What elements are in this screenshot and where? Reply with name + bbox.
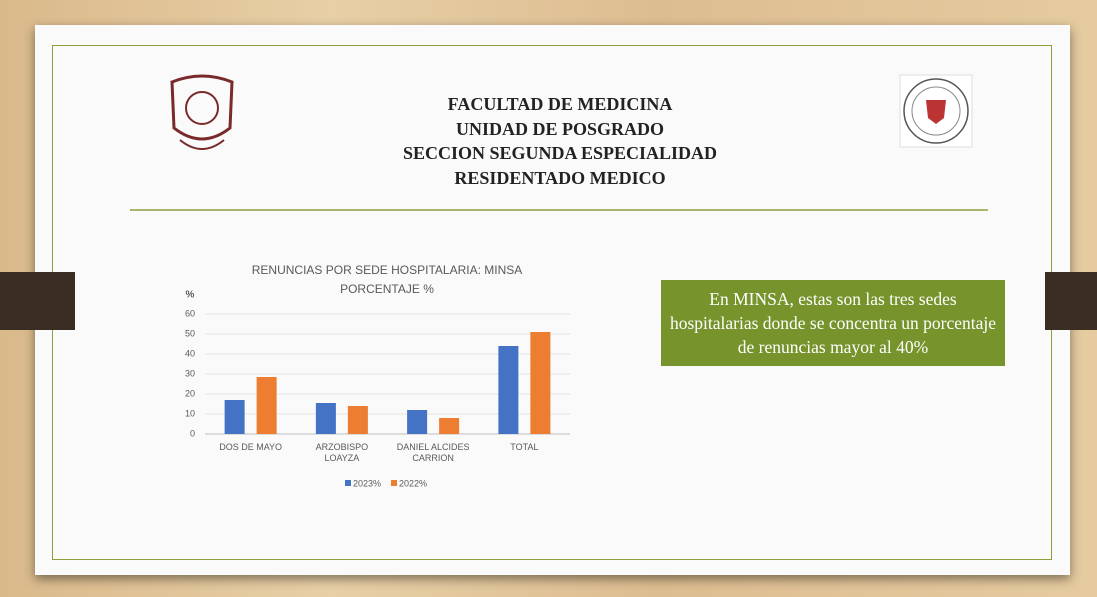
right-logo bbox=[899, 74, 973, 148]
side-tab bbox=[0, 272, 75, 330]
header-line: SECCION SEGUNDA ESPECIALIDAD bbox=[402, 143, 718, 163]
bar bbox=[224, 400, 245, 434]
y-tick-label: 40 bbox=[185, 348, 195, 358]
x-tick-label: DOS DE MAYO bbox=[219, 442, 283, 452]
bar bbox=[439, 418, 460, 434]
x-tick-label: TOTAL bbox=[510, 442, 539, 452]
y-tick-label: 30 bbox=[185, 368, 195, 378]
legend-label: 2023% bbox=[353, 478, 381, 488]
bar bbox=[256, 377, 277, 434]
bar bbox=[498, 346, 519, 434]
y-axis-label: % bbox=[186, 290, 195, 301]
chart-subtitle: PORCENTAJE % bbox=[340, 282, 434, 296]
y-tick-label: 0 bbox=[190, 428, 195, 438]
chart-title: RENUNCIAS POR SEDE HOSPITALARIA: MINSA bbox=[252, 263, 523, 277]
callout: En MINSA, estas son las tres sedes hospi… bbox=[661, 280, 1005, 366]
legend-label: 2022% bbox=[399, 478, 427, 488]
bar bbox=[530, 332, 551, 434]
callout-text: En MINSA, estas son las tres sedes hospi… bbox=[669, 289, 997, 357]
x-tick-label: ARZOBISPO LOAYZA bbox=[315, 442, 369, 463]
header-line: RESIDENTADO MEDICO bbox=[454, 167, 666, 188]
side-tab bbox=[1045, 272, 1097, 330]
y-tick-label: 20 bbox=[185, 388, 195, 398]
y-tick-label: 60 bbox=[185, 308, 195, 318]
y-tick-label: 50 bbox=[185, 328, 195, 338]
header-line: UNIDAD DE POSGRADO bbox=[455, 118, 664, 139]
header-line: FACULTAD DE MEDICINA bbox=[447, 94, 673, 114]
header: FACULTAD DE MEDICINA UNIDAD DE POSGRADO … bbox=[340, 92, 780, 190]
bar bbox=[315, 403, 336, 434]
x-tick-label: DANIEL ALCIDES CARRION bbox=[396, 442, 470, 463]
legend-swatch bbox=[391, 480, 397, 486]
y-tick-label: 10 bbox=[185, 408, 195, 418]
left-logo bbox=[170, 74, 234, 150]
legend-swatch bbox=[345, 480, 351, 486]
bar bbox=[347, 406, 368, 434]
bar bbox=[407, 410, 428, 434]
